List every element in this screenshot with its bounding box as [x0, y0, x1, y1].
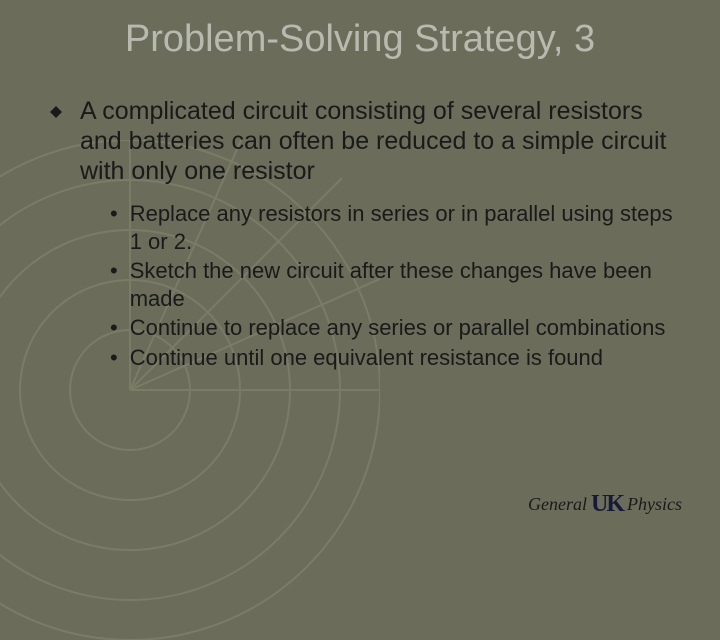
slide-content: A complicated circuit consisting of seve… [50, 96, 680, 373]
bullet-dot-icon: • [110, 257, 118, 285]
sub-bullet-text: Continue until one equivalent resistance… [130, 344, 603, 372]
footer-text-right: Physics [627, 494, 682, 515]
sub-bullet-text: Replace any resistors in series or in pa… [130, 200, 680, 255]
slide-title: Problem-Solving Strategy, 3 [0, 18, 720, 61]
sub-bullet-item: • Continue to replace any series or para… [110, 314, 680, 342]
bullet-dot-icon: • [110, 344, 118, 372]
sub-bullet-list: • Replace any resistors in series or in … [110, 200, 680, 371]
main-bullet-text: A complicated circuit consisting of seve… [80, 96, 680, 186]
sub-bullet-text: Sketch the new circuit after these chang… [130, 257, 680, 312]
footer-text-left: General [528, 494, 587, 515]
diamond-bullet-icon [50, 106, 62, 118]
uk-logo: UK [591, 491, 625, 518]
sub-bullet-text: Continue to replace any series or parall… [130, 314, 666, 342]
sub-bullet-item: • Sketch the new circuit after these cha… [110, 257, 680, 312]
sub-bullet-item: • Replace any resistors in series or in … [110, 200, 680, 255]
bullet-dot-icon: • [110, 200, 118, 228]
sub-bullet-item: • Continue until one equivalent resistan… [110, 344, 680, 372]
bullet-dot-icon: • [110, 314, 118, 342]
main-bullet: A complicated circuit consisting of seve… [50, 96, 680, 186]
slide-footer: General UK Physics [528, 491, 682, 518]
